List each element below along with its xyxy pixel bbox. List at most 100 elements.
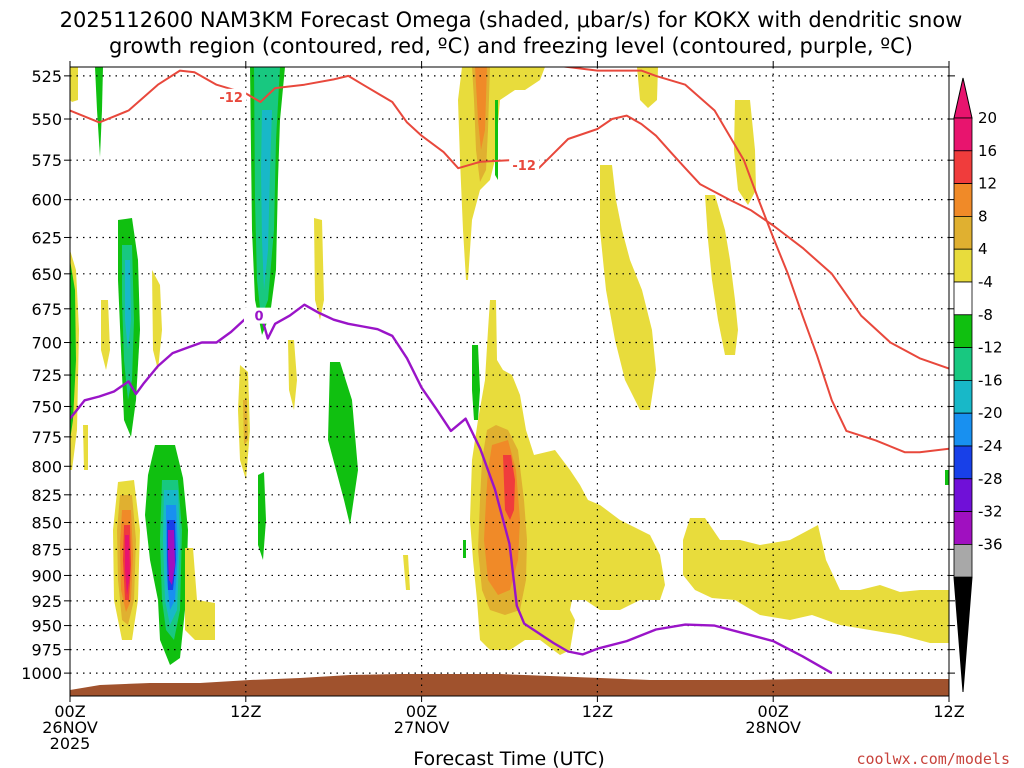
omega-area: [475, 67, 487, 150]
x-tick-label: 00Z: [758, 702, 789, 721]
y-tick-label: 800: [31, 457, 62, 476]
x-tick-label: 12Z: [230, 702, 261, 721]
colorbar-segment: [953, 183, 973, 217]
omega-area: [258, 472, 266, 560]
plot-frame: [69, 66, 950, 697]
y-tick-label: 875: [31, 540, 62, 559]
ground-terrain: [70, 674, 949, 696]
colorbar-segment: [953, 314, 973, 348]
colorbar: 20 16 12 8 4 -4 -8 -12 -16 -20 -24 -28 -32 -36: [953, 77, 1003, 693]
omega-area: [95, 67, 103, 157]
contour-labels: -12 -12 0: [216, 88, 540, 325]
colorbar-segment: [953, 281, 973, 316]
y-tick-label: 700: [31, 334, 62, 353]
colorbar-segment: [953, 248, 973, 283]
omega-area: [152, 270, 162, 370]
chart-title-line1: 2025112600 NAM3KM Forecast Omega (shaded…: [60, 8, 963, 32]
contour-label-bg: [216, 88, 247, 105]
y-tick-label: 775: [31, 428, 62, 447]
omega-area: [705, 195, 738, 355]
freezing-level-line: [70, 303, 833, 675]
colorbar-segment: [953, 150, 973, 185]
colorbar-label: -12: [978, 339, 1003, 357]
colorbar-label: -36: [978, 535, 1003, 553]
omega-area: [683, 518, 949, 643]
colorbar-label: -32: [978, 503, 1003, 521]
y-tick-label: 550: [31, 110, 62, 129]
colorbar-segment: [953, 544, 973, 578]
x-tick-label: 27NOV: [394, 718, 450, 737]
contour-label: -12: [512, 159, 536, 174]
colorbar-segment: [953, 347, 973, 381]
y-tick-label: 525: [31, 67, 62, 86]
colorbar-segment: [953, 215, 973, 250]
colorbar-label: -20: [978, 404, 1003, 422]
y-tick-label: 850: [31, 513, 62, 532]
x-tick-label: 00Z: [54, 702, 85, 721]
colorbar-segment: [953, 445, 973, 480]
y-tick-label: 825: [31, 486, 62, 505]
y-tick-label: 650: [31, 265, 62, 284]
y-tick-label: 950: [31, 617, 62, 636]
colorbar-label: 12: [978, 175, 997, 193]
omega-area: [495, 100, 498, 180]
colorbar-label: -28: [978, 470, 1003, 488]
colorbar-segment: [953, 117, 973, 152]
dgz-contour-line: [559, 67, 949, 454]
grid: [70, 67, 949, 696]
omega-area: [503, 455, 515, 520]
contour-label-bg: [243, 307, 274, 324]
colorbar-segment: [953, 379, 973, 414]
colorbar-label: -4: [978, 273, 993, 291]
colorbar-segment: [953, 412, 973, 447]
x-tick-label: 12Z: [933, 702, 964, 721]
omega-area: [314, 218, 324, 320]
colorbar-segment: [953, 511, 973, 545]
omega-area: [403, 555, 410, 590]
colorbar-top-arrow: [953, 77, 973, 119]
contour-label: -12: [219, 91, 243, 106]
colorbar-label: 8: [978, 207, 988, 225]
colorbar-label: -24: [978, 437, 1003, 455]
chart-title-line2: growth region (contoured, red, ºC) and f…: [109, 34, 913, 58]
contour-label-bg: [509, 157, 540, 174]
y-tick-label: 900: [31, 566, 62, 585]
y-axis: 525 550 575 600 625 650 675 700 725 750 775 800 825 8…: [21, 67, 955, 683]
y-tick-label: 625: [31, 228, 62, 247]
omega-area: [83, 425, 88, 470]
y-tick-label: 975: [31, 641, 62, 660]
y-tick-label: 925: [31, 592, 62, 611]
x-tick-label: 26NOV: [42, 718, 98, 737]
colorbar-label: 16: [978, 142, 997, 160]
omega-area: [125, 260, 131, 350]
y-tick-label: 575: [31, 151, 62, 170]
colorbar-label: 20: [978, 109, 997, 127]
y-tick-label: 600: [31, 191, 62, 210]
y-tick-label: 675: [31, 300, 62, 319]
colorbar-label: -8: [978, 306, 993, 324]
omega-area: [185, 548, 215, 640]
omega-area: [168, 530, 175, 585]
credit-text: coolwx.com/models: [856, 750, 1010, 768]
omega-area: [637, 67, 658, 108]
omega-area: [70, 67, 78, 102]
y-tick-label: 1000: [21, 664, 62, 683]
colorbar-label: 4: [978, 240, 988, 258]
x-tick-label: 2025: [50, 734, 91, 753]
y-tick-label: 725: [31, 366, 62, 385]
contour-label: 0: [254, 310, 263, 325]
x-tick-label: 12Z: [582, 702, 613, 721]
omega-shading: [70, 67, 949, 696]
colorbar-segment: [953, 478, 973, 512]
colorbar-bottom-arrow: [953, 576, 973, 693]
omega-area: [600, 165, 656, 410]
omega-area: [70, 260, 76, 440]
colorbar-label: -16: [978, 371, 1003, 389]
y-tick-label: 750: [31, 397, 62, 416]
omega-area: [328, 362, 358, 525]
x-tick-label: 00Z: [406, 702, 437, 721]
omega-area: [472, 345, 480, 420]
x-tick-label: 28NOV: [745, 718, 801, 737]
